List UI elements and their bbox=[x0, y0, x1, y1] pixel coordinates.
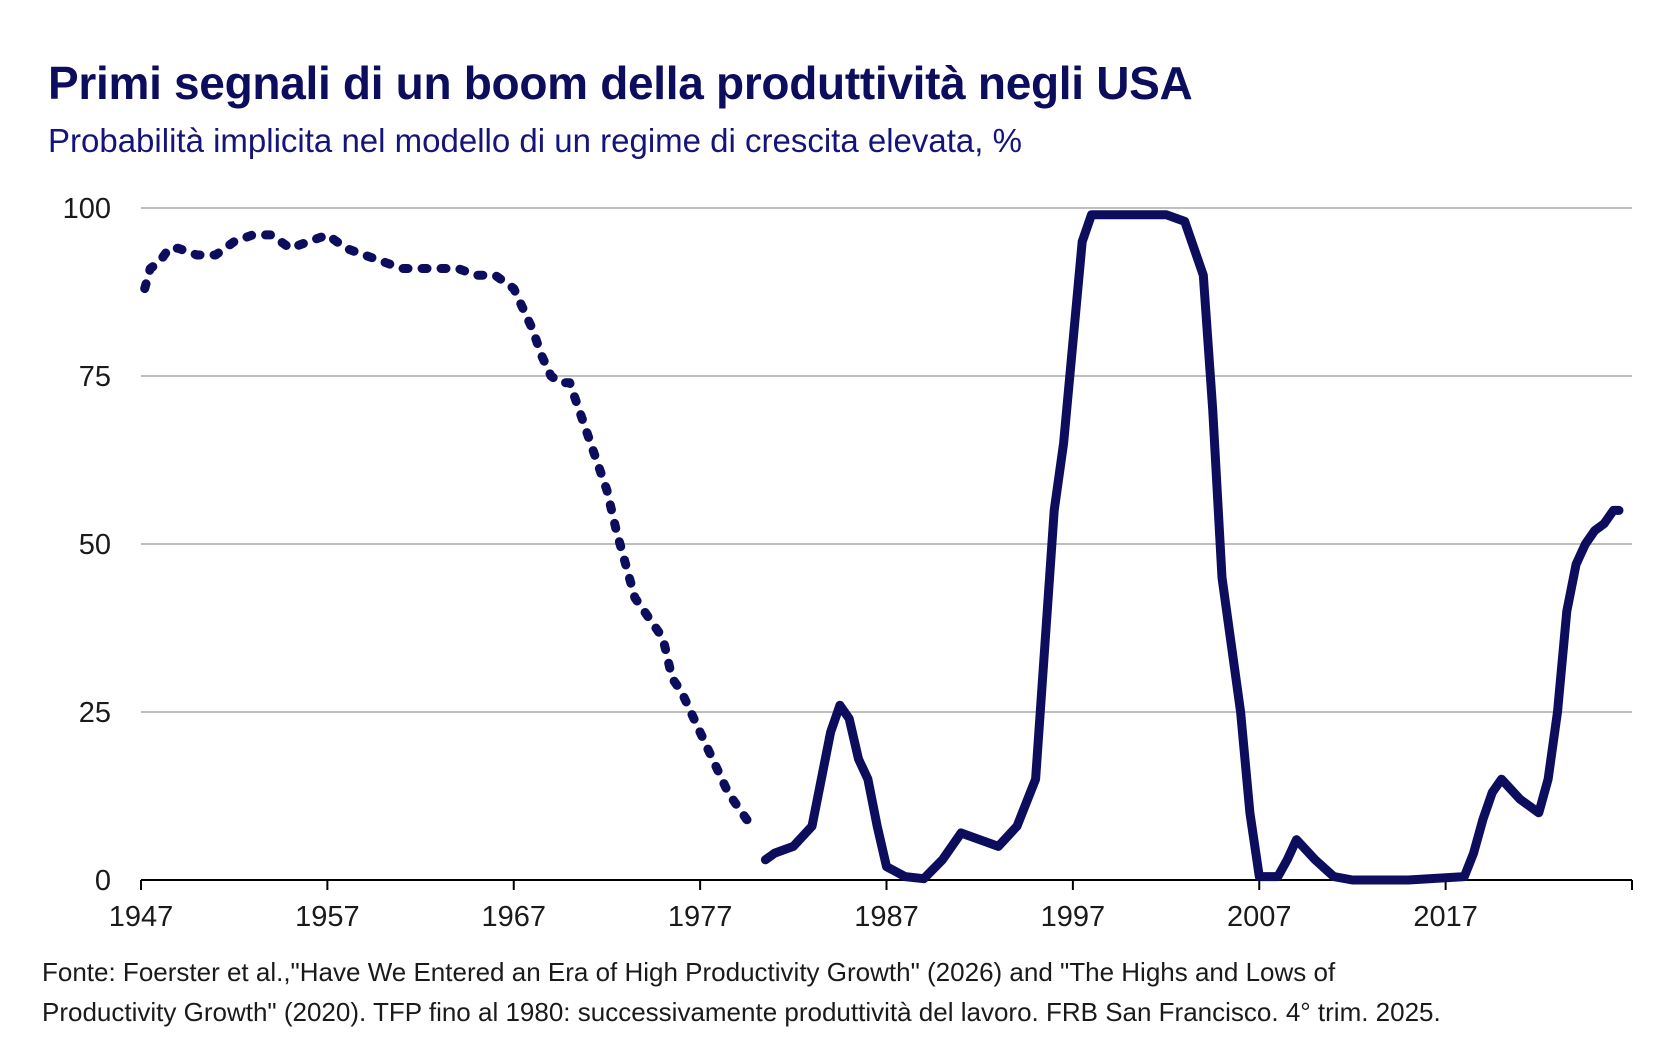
x-tick-label: 1967 bbox=[481, 901, 546, 933]
x-tick-label: 2017 bbox=[1413, 901, 1478, 933]
chart-title: Primi segnali di un boom della produttiv… bbox=[48, 57, 1193, 109]
x-tick-label: 1987 bbox=[854, 901, 919, 933]
y-tick-label: 0 bbox=[95, 865, 111, 897]
y-tick-label: 25 bbox=[79, 697, 111, 729]
y-tick-label: 100 bbox=[63, 193, 111, 225]
x-tick-label: 1997 bbox=[1041, 901, 1106, 933]
y-tick-label: 50 bbox=[79, 529, 111, 561]
chart-subtitle: Probabilità implicita nel modello di un … bbox=[48, 122, 1022, 159]
x-tick-label: 1957 bbox=[295, 901, 360, 933]
source-note: Fonte: Foerster et al.,"Have We Entered … bbox=[42, 952, 1642, 1032]
source-line-2: Productivity Growth" (2020). TFP fino al… bbox=[42, 997, 1441, 1027]
series-line-solid bbox=[760, 210, 1624, 885]
series-line-dotted bbox=[140, 230, 761, 831]
x-tick-label: 1977 bbox=[668, 901, 733, 933]
source-line-1: Fonte: Foerster et al.,"Have We Entered … bbox=[42, 957, 1336, 987]
x-tick-label: 1947 bbox=[109, 901, 174, 933]
y-tick-label: 75 bbox=[79, 361, 111, 393]
x-tick-label: 2007 bbox=[1227, 901, 1292, 933]
